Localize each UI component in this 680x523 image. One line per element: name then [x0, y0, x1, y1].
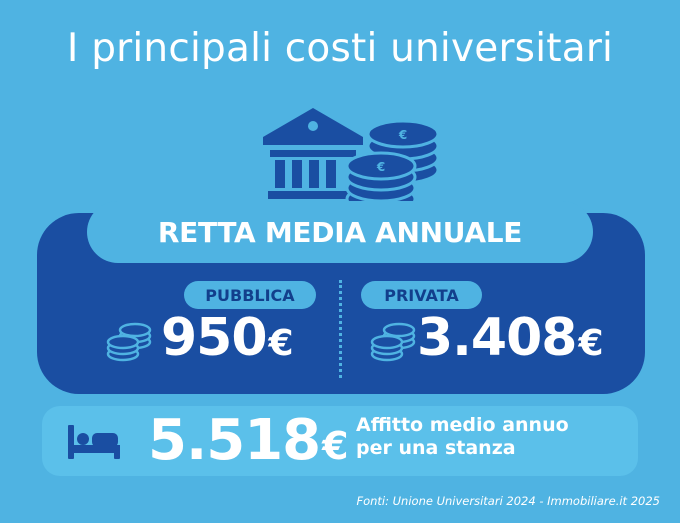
- coins-icon: [370, 322, 416, 362]
- coins-icon: [366, 119, 440, 185]
- rent-amount-value: 5.518: [148, 408, 321, 473]
- coins-icon: [106, 322, 152, 362]
- divider: [339, 280, 342, 378]
- euro-glyph: €: [398, 128, 407, 142]
- rent-panel: [42, 406, 638, 476]
- bed-icon: [68, 425, 120, 459]
- rent-amount: 5.518€: [148, 408, 349, 473]
- private-amount-value: 3.408: [417, 308, 577, 368]
- euro-glyph: €: [376, 160, 385, 174]
- private-amount: 3.408€: [417, 308, 604, 368]
- page-title: I principali costi universitari: [66, 26, 614, 71]
- public-currency: €: [268, 323, 294, 364]
- bank-icon: [263, 108, 363, 199]
- source-note: Fonti: Unione Universitari 2024 - Immobi…: [356, 494, 660, 508]
- rent-description: Affitto medio annuo per una stanza: [356, 414, 626, 460]
- tuition-header: RETTA MEDIA ANNUALE: [87, 201, 593, 263]
- public-amount-value: 950: [161, 308, 268, 368]
- rent-description-line2: per una stanza: [356, 437, 516, 459]
- private-currency: €: [578, 323, 603, 364]
- private-tag: PRIVATA: [361, 281, 482, 309]
- public-amount: 950€: [161, 308, 294, 368]
- rent-currency: €: [322, 424, 348, 468]
- rent-description-line1: Affitto medio annuo: [356, 414, 569, 436]
- public-tag: PUBBLICA: [184, 281, 316, 309]
